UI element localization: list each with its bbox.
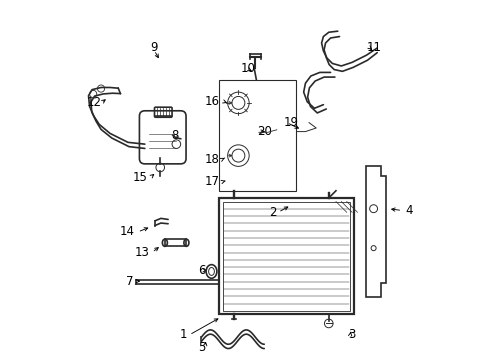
Text: 1: 1 (179, 328, 187, 341)
Text: 5: 5 (198, 341, 205, 354)
Text: 16: 16 (204, 95, 219, 108)
Bar (219, 198, 353, 315)
Text: 17: 17 (204, 175, 219, 188)
Bar (164, 239, 186, 246)
Text: 20: 20 (257, 125, 271, 138)
Text: 14: 14 (120, 225, 135, 238)
Text: 8: 8 (171, 129, 178, 142)
Text: 2: 2 (269, 206, 276, 219)
Bar (223, 202, 349, 311)
Bar (219, 80, 296, 191)
Text: 9: 9 (150, 41, 158, 54)
Text: 10: 10 (241, 62, 255, 75)
Text: 12: 12 (86, 96, 102, 109)
Text: 15: 15 (133, 171, 147, 184)
Text: 11: 11 (366, 41, 381, 54)
Text: 3: 3 (348, 328, 355, 341)
Text: 13: 13 (134, 246, 149, 259)
Text: 4: 4 (405, 204, 412, 217)
Text: 6: 6 (198, 264, 205, 277)
Text: 7: 7 (126, 275, 133, 288)
Text: 18: 18 (204, 153, 219, 166)
Text: 19: 19 (284, 116, 298, 129)
